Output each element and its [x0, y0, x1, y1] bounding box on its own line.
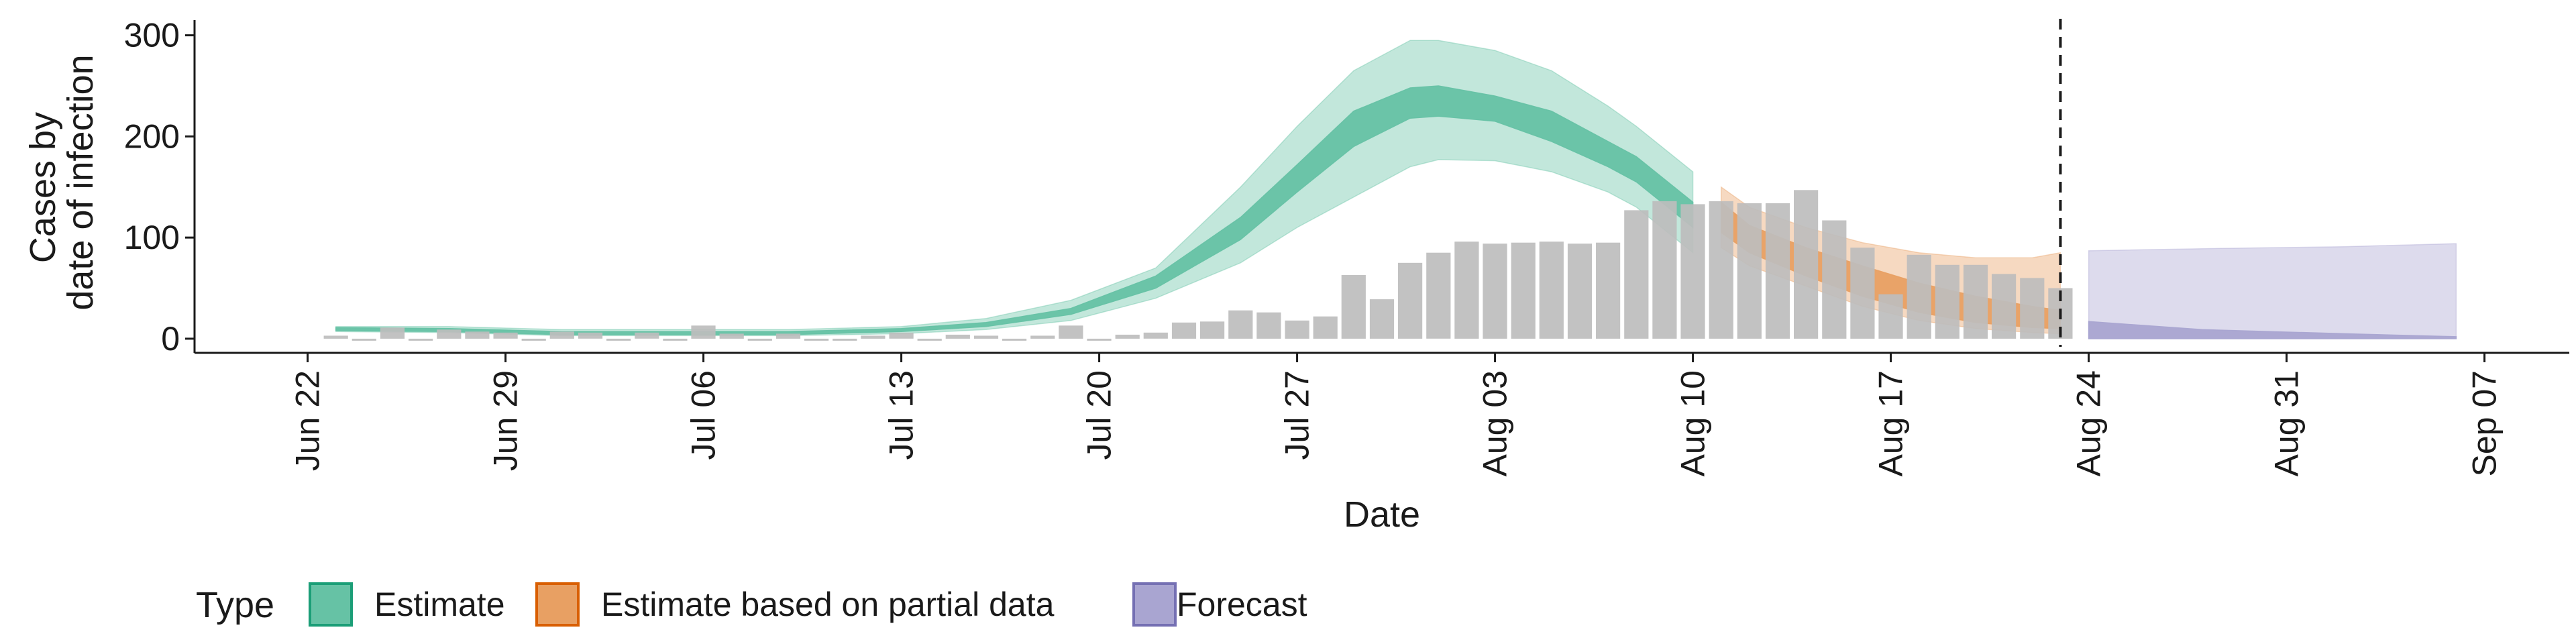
x-axis-title: Date	[1344, 494, 1420, 535]
legend: Type Estimate Estimate based on partial …	[196, 582, 1307, 627]
case-bar	[1285, 320, 1309, 339]
x-ticks: Jun 22 Jun 29 Jul 06 Jul 13 Jul 20 Jul 27 Aug …	[289, 353, 2504, 476]
x-tick-label: Jul 13	[883, 370, 920, 460]
x-tick-label: Jun 29	[487, 370, 525, 471]
case-bar	[1059, 325, 1083, 339]
legend-label-estimate: Estimate	[374, 586, 505, 623]
x-tick-label: Aug 10	[1674, 370, 1712, 476]
y-ticks: 0 100 200 300	[124, 17, 195, 358]
case-bar	[691, 325, 716, 339]
case-bar	[1935, 264, 1960, 339]
legend-key-partial	[535, 582, 580, 627]
case-bar	[1878, 294, 1903, 339]
x-tick-label: Sep 07	[2466, 370, 2504, 476]
axes	[193, 20, 2569, 354]
y-axis-title-line-1: Cases by	[23, 112, 63, 263]
case-bar	[747, 338, 772, 341]
case-bar	[2020, 278, 2045, 339]
case-bar	[1794, 190, 1819, 339]
case-bar	[1709, 201, 1733, 339]
case-bar	[775, 333, 801, 339]
y-axis-title: Cases by date of infection	[23, 54, 101, 310]
estimate-bands	[335, 40, 2457, 339]
legend-key-estimate	[309, 582, 353, 627]
case-bar	[437, 329, 462, 339]
x-tick-label: Aug 24	[2070, 370, 2108, 476]
band-forecast-90	[2088, 243, 2457, 339]
y-tick-label: 0	[161, 320, 180, 358]
case-bar	[1313, 316, 1338, 339]
case-bar	[1596, 242, 1621, 339]
legend-label-forecast: Forecast	[1177, 586, 1307, 623]
case-bar	[1850, 248, 1875, 339]
case-bar	[1652, 201, 1677, 339]
case-bar	[1822, 220, 1847, 339]
case-bar	[1624, 210, 1649, 339]
case-bar	[1511, 242, 1536, 339]
case-bar	[1992, 274, 2017, 339]
x-tick-label: Aug 31	[2268, 370, 2306, 476]
case-bar	[833, 338, 857, 341]
y-tick-label: 200	[124, 117, 180, 155]
case-bar	[465, 331, 490, 339]
case-bar	[578, 332, 603, 339]
case-bar	[1228, 310, 1253, 339]
case-bar	[1143, 332, 1168, 339]
case-bar	[804, 338, 829, 341]
case-bar	[945, 334, 970, 339]
x-tick-label: Jul 27	[1279, 370, 1316, 460]
case-bar	[1087, 338, 1112, 341]
case-bar	[1200, 321, 1225, 339]
case-bar	[352, 338, 376, 341]
case-bar	[380, 327, 405, 339]
y-tick-label: 300	[124, 17, 180, 54]
case-bar	[1171, 322, 1197, 339]
case-bar	[1341, 274, 1366, 339]
case-bar	[1567, 244, 1593, 339]
case-bar	[606, 338, 631, 341]
case-bar	[1737, 203, 1762, 339]
case-bar	[1907, 254, 1931, 339]
case-bar	[1030, 335, 1055, 339]
case-bar	[323, 335, 348, 339]
case-bar	[1765, 203, 1790, 339]
case-bar	[973, 335, 999, 339]
case-bar	[663, 338, 688, 341]
case-bar	[521, 338, 546, 341]
case-bar	[635, 332, 659, 339]
case-bar	[1426, 252, 1451, 339]
legend-label-partial: Estimate based on partial data	[601, 586, 1055, 623]
case-bar	[409, 338, 433, 341]
y-axis-title-line-2: date of infection	[60, 54, 101, 310]
case-bar	[917, 338, 942, 341]
case-bar	[1256, 312, 1281, 339]
x-tick-label: Aug 03	[1477, 370, 1514, 476]
case-bar	[1454, 241, 1479, 339]
x-tick-label: Jun 22	[289, 370, 327, 471]
case-bar	[1369, 299, 1395, 339]
case-bar	[1483, 244, 1507, 339]
legend-key-forecast	[1132, 582, 1177, 627]
x-tick-label: Jul 06	[685, 370, 722, 460]
case-bar	[1680, 204, 1705, 339]
case-bar	[493, 332, 518, 339]
case-bar	[1115, 334, 1140, 339]
case-bars	[323, 190, 2073, 341]
case-bar	[719, 333, 744, 339]
case-bar	[1539, 241, 1564, 339]
case-bar	[889, 332, 914, 339]
case-bar	[549, 331, 574, 339]
case-bar	[1398, 262, 1423, 339]
legend-title: Type	[196, 585, 274, 625]
y-tick-label: 100	[124, 219, 180, 256]
case-bar	[1963, 264, 1988, 339]
band-forecast-50	[2088, 321, 2457, 339]
x-tick-label: Aug 17	[1872, 370, 1910, 476]
case-bar	[1002, 338, 1027, 341]
case-bar	[861, 335, 885, 339]
x-tick-label: Jul 20	[1081, 370, 1118, 460]
